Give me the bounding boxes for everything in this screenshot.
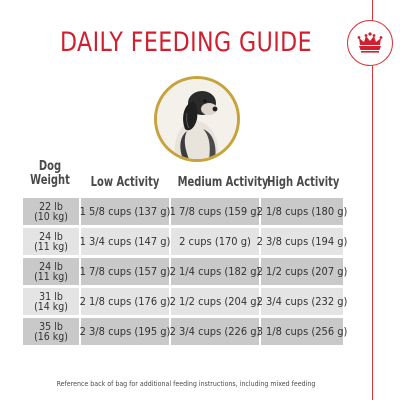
weight-lb: 35 lb <box>39 320 63 333</box>
medium-activity-cell: 2 1/4 cups (182 g) <box>170 258 260 285</box>
weight-lb: 24 lb <box>39 230 63 243</box>
weight-cell: 22 lb (10 kg) <box>23 198 79 225</box>
low-activity-cell: 2 3/8 cups (195 g) <box>80 318 170 345</box>
header-low-activity: Low Activity <box>90 175 160 190</box>
weight-cell: 24 lb (11 kg) <box>23 258 79 285</box>
brand-crown-badge <box>347 20 393 66</box>
low-activity-cell: 1 3/4 cups (147 g) <box>80 228 170 255</box>
table-row: 22 lb (10 kg) 1 5/8 cups (137 g) 1 7/8 c… <box>23 198 347 225</box>
header-weight-line2: Weight <box>30 173 70 188</box>
medium-activity-cell: 2 1/2 cups (204 g) <box>170 288 260 315</box>
weight-cell: 24 lb (11 kg) <box>23 228 79 255</box>
weight-kg: (11 kg) <box>34 240 68 253</box>
weight-cell: 35 lb (16 kg) <box>23 318 79 345</box>
weight-cell: 31 lb (14 kg) <box>23 288 79 315</box>
header-medium-activity: Medium Activity <box>177 175 269 190</box>
header-weight-line1: Dog <box>38 159 62 174</box>
crown-icon <box>357 32 383 53</box>
weight-lb: 31 lb <box>39 290 63 303</box>
weight-kg: (16 kg) <box>34 330 68 343</box>
page-title: DAILY FEEDING GUIDE <box>59 27 313 58</box>
header-dog-weight: Dog Weight <box>26 160 74 188</box>
brand-red-rule <box>372 0 373 400</box>
high-activity-cell: 3 1/8 cups (256 g) <box>257 318 347 345</box>
table-row: 24 lb (11 kg) 1 7/8 cups (157 g) 2 1/4 c… <box>23 258 347 285</box>
dog-photo <box>154 76 240 162</box>
header-high-activity: High Activity <box>267 175 340 190</box>
low-activity-cell: 1 5/8 cups (137 g) <box>80 198 170 225</box>
medium-activity-cell: 1 7/8 cups (159 g) <box>170 198 260 225</box>
low-activity-cell: 1 7/8 cups (157 g) <box>80 258 170 285</box>
medium-activity-cell: 2 cups (170 g) <box>171 228 259 255</box>
medium-activity-cell: 2 3/4 cups (226 g) <box>170 318 260 345</box>
table-row: 35 lb (16 kg) 2 3/8 cups (195 g) 2 3/4 c… <box>23 318 347 345</box>
footnote: Reference back of bag for additional fee… <box>56 380 316 388</box>
weight-lb: 22 lb <box>39 200 63 213</box>
weight-kg: (11 kg) <box>34 270 68 283</box>
high-activity-cell: 2 1/2 cups (207 g) <box>257 258 347 285</box>
weight-kg: (14 kg) <box>34 300 68 313</box>
weight-lb: 24 lb <box>39 260 63 273</box>
high-activity-cell: 2 1/8 cups (180 g) <box>257 198 347 225</box>
high-activity-cell: 2 3/8 cups (194 g) <box>257 228 347 255</box>
table-row: 31 lb (14 kg) 2 1/8 cups (176 g) 2 1/2 c… <box>23 288 347 315</box>
low-activity-cell: 2 1/8 cups (176 g) <box>80 288 170 315</box>
high-activity-cell: 2 3/4 cups (232 g) <box>257 288 347 315</box>
weight-kg: (10 kg) <box>34 210 68 223</box>
table-row: 24 lb (11 kg) 1 3/4 cups (147 g) 2 cups … <box>23 228 347 255</box>
